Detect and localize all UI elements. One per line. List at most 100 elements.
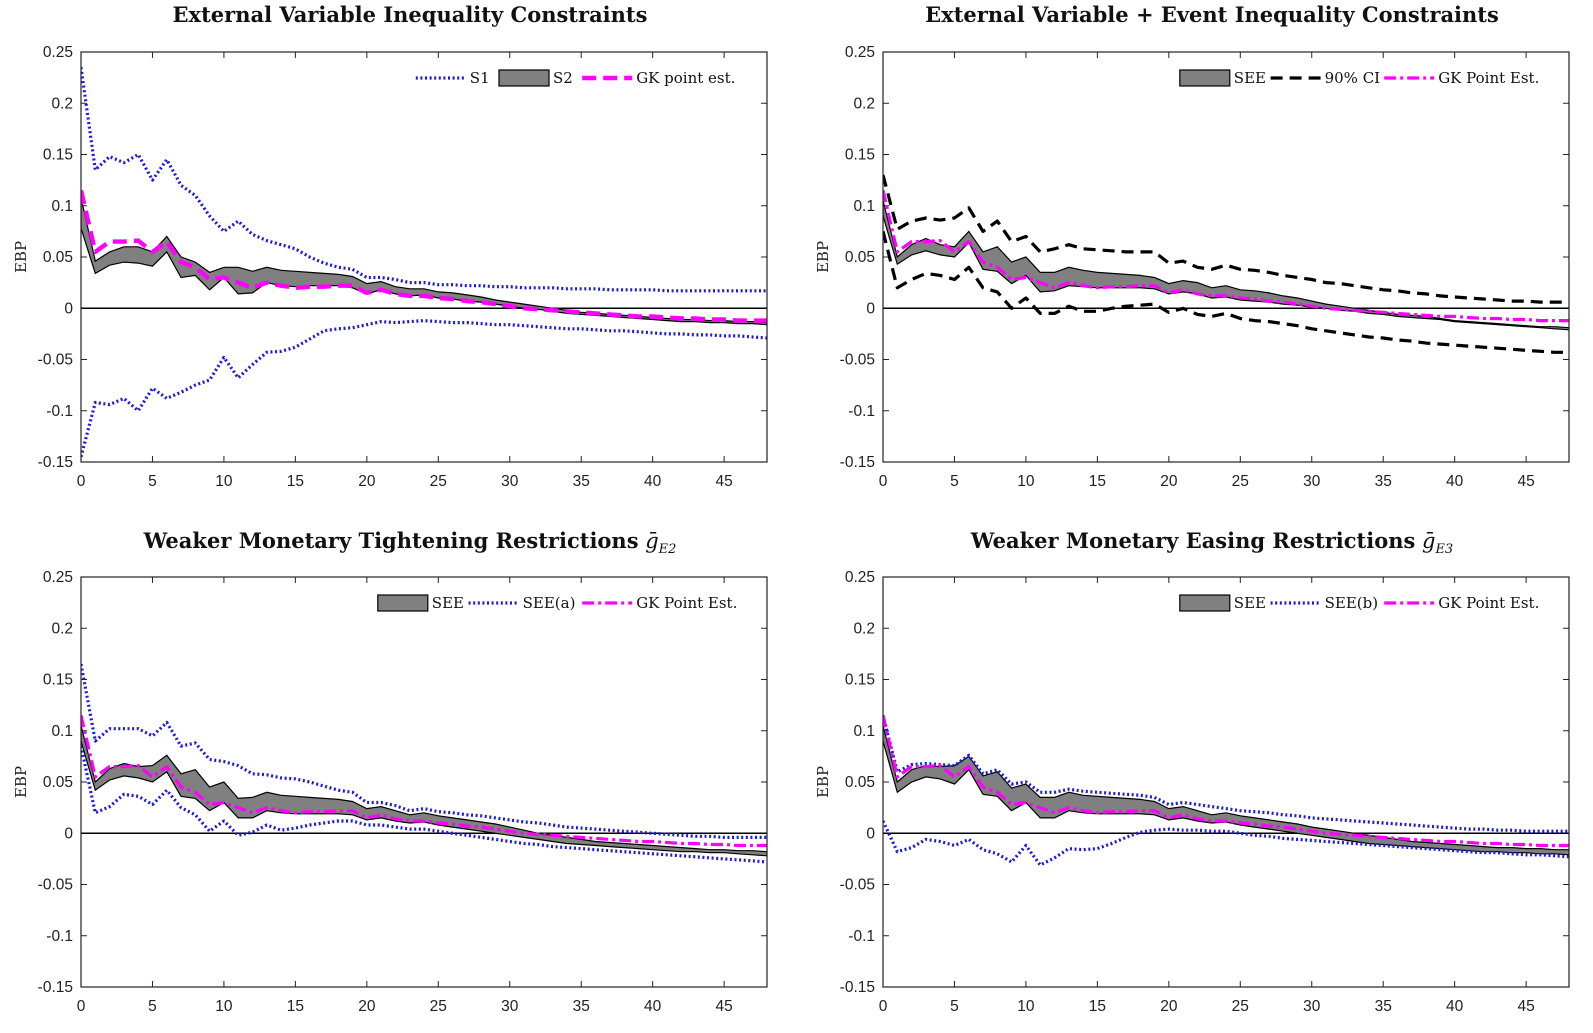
plot-area xyxy=(883,715,1569,867)
legend-label: SEE(a) xyxy=(523,594,576,612)
legend-swatch xyxy=(1179,69,1231,87)
title-subscript: E3 xyxy=(1434,542,1453,557)
x-tick-label: 45 xyxy=(716,998,733,1015)
plot-frame xyxy=(80,51,768,463)
y-tick-label: -0.05 xyxy=(38,352,73,369)
plot-frame xyxy=(80,576,768,988)
chart-title: External Variable Inequality Constraints xyxy=(173,2,648,27)
legend-swatch xyxy=(377,594,429,612)
x-tick-label: 15 xyxy=(1089,998,1106,1015)
y-axis-label: EBP xyxy=(814,241,832,273)
x-tick-label: 30 xyxy=(1303,998,1321,1015)
x-tick-label: 45 xyxy=(1518,998,1535,1015)
x-tick-label: 0 xyxy=(879,473,888,490)
x-tick-label: 15 xyxy=(1089,473,1106,490)
x-tick-label: 20 xyxy=(1160,998,1178,1015)
x-tick-label: 45 xyxy=(1518,473,1535,490)
x-tick-label: 5 xyxy=(148,473,157,490)
x-tick-label: 15 xyxy=(287,998,304,1015)
plot-area xyxy=(883,174,1569,354)
plot-frame xyxy=(882,51,1570,463)
x-tick-label: 10 xyxy=(1017,998,1035,1015)
legend-label: SEE(b) xyxy=(1325,594,1378,612)
x-tick-label: 40 xyxy=(644,998,662,1015)
x-tick-label: 30 xyxy=(501,473,519,490)
y-tick-label: 0.1 xyxy=(853,198,875,215)
chart-panel-3: Weaker Monetary Tightening Restrictions … xyxy=(12,528,768,1015)
y-tick-label: -0.15 xyxy=(38,454,73,471)
legend-label: 90% CI xyxy=(1325,69,1381,87)
y-tick-label: -0.05 xyxy=(840,877,875,894)
x-tick-label: 5 xyxy=(950,998,959,1015)
y-axis-label: EBP xyxy=(12,766,30,798)
series-line-gk-point-est- xyxy=(81,715,767,848)
legend-label: SEE xyxy=(1234,69,1266,87)
y-tick-label: 0.15 xyxy=(845,147,875,164)
x-tick-label: 30 xyxy=(1303,473,1321,490)
x-tick-label: 25 xyxy=(1232,473,1249,490)
title-symbol: ḡ xyxy=(1415,529,1435,553)
x-tick-label: 40 xyxy=(1446,998,1464,1015)
y-tick-label: -0.05 xyxy=(840,352,875,369)
band-see xyxy=(81,725,767,857)
x-tick-label: 5 xyxy=(950,473,959,490)
y-tick-label: 0.2 xyxy=(51,620,73,637)
y-tick-label: -0.1 xyxy=(46,928,73,945)
y-tick-label: 0.05 xyxy=(43,774,73,791)
y-tick-label: -0.15 xyxy=(840,454,875,471)
x-tick-label: 35 xyxy=(1375,473,1392,490)
y-tick-label: 0.05 xyxy=(845,249,875,266)
y-tick-label: -0.1 xyxy=(46,403,73,420)
series-line-90-ci-lower xyxy=(883,231,1569,354)
y-tick-label: 0 xyxy=(64,300,73,317)
x-tick-label: 20 xyxy=(358,998,376,1015)
x-tick-label: 5 xyxy=(148,998,157,1015)
x-tick-label: 10 xyxy=(215,473,233,490)
legend-label: GK Point Est. xyxy=(636,594,737,612)
y-tick-label: 0.15 xyxy=(43,672,73,689)
y-tick-label: 0.05 xyxy=(43,249,73,266)
legend-label: S2 xyxy=(553,69,573,87)
band-see xyxy=(883,725,1569,856)
x-tick-label: 10 xyxy=(215,998,233,1015)
legend-label: SEE xyxy=(432,594,464,612)
series-line-s1-upper xyxy=(81,67,767,293)
legend: S1 S2 GK point est. xyxy=(415,69,735,87)
series-line-see-a--upper xyxy=(81,663,767,839)
legend-swatch xyxy=(1179,594,1231,612)
x-tick-label: 15 xyxy=(287,473,304,490)
y-tick-label: 0.2 xyxy=(853,95,875,112)
x-tick-label: 10 xyxy=(1017,473,1035,490)
series-line-s1-lower xyxy=(81,319,767,458)
series-line-90-ci-upper xyxy=(883,174,1569,304)
y-tick-label: -0.1 xyxy=(848,928,875,945)
y-tick-label: -0.15 xyxy=(840,979,875,996)
y-tick-label: 0.25 xyxy=(845,44,875,61)
legend-label: GK Point Est. xyxy=(1438,594,1539,612)
y-tick-label: 0 xyxy=(866,300,875,317)
x-tick-label: 35 xyxy=(573,998,590,1015)
y-tick-label: 0.25 xyxy=(845,569,875,586)
x-tick-label: 45 xyxy=(716,473,733,490)
y-axis-label: EBP xyxy=(12,241,30,273)
y-tick-label: 0 xyxy=(866,825,875,842)
chart-title: Weaker Monetary Tightening Restrictions … xyxy=(143,528,677,557)
chart-panel-2: External Variable + Event Inequality Con… xyxy=(814,2,1570,490)
x-tick-label: 20 xyxy=(1160,473,1178,490)
series-line-gk-point-est- xyxy=(883,715,1569,848)
legend-label: GK point est. xyxy=(636,69,735,87)
chart-panel-1: External Variable Inequality Constraints… xyxy=(12,2,768,490)
y-tick-label: 0.25 xyxy=(43,569,73,586)
legend-label: SEE xyxy=(1234,594,1266,612)
series-line-see-a--lower xyxy=(81,745,767,864)
y-tick-label: -0.1 xyxy=(848,403,875,420)
y-tick-label: 0.05 xyxy=(845,774,875,791)
chart-panel-4: Weaker Monetary Easing Restrictions ḡE3E… xyxy=(814,528,1570,1015)
band-see xyxy=(883,200,1569,331)
y-tick-label: 0 xyxy=(64,825,73,842)
legend-label: S1 xyxy=(470,69,490,87)
x-tick-label: 0 xyxy=(77,998,86,1015)
x-tick-label: 0 xyxy=(77,473,86,490)
x-tick-label: 40 xyxy=(1446,473,1464,490)
x-tick-label: 35 xyxy=(573,473,590,490)
